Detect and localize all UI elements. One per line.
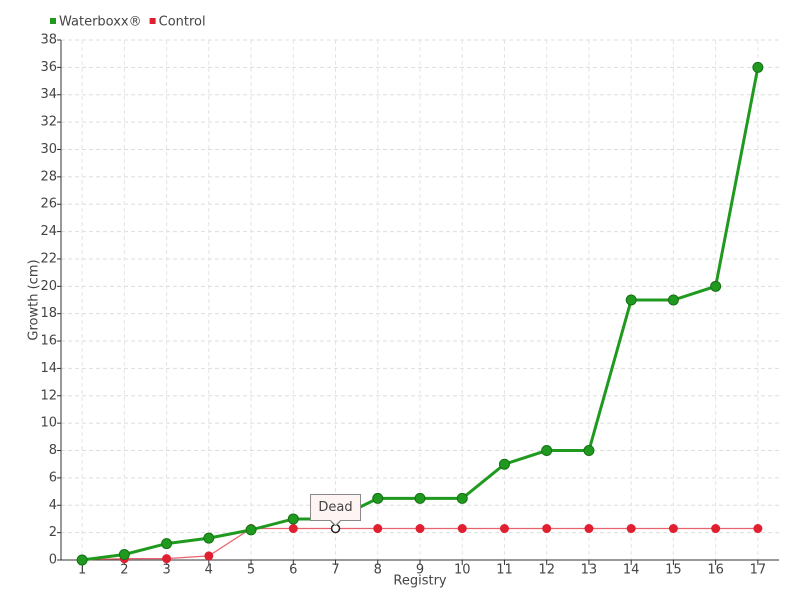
x-tick-label: 9 (416, 563, 424, 578)
data-point (245, 524, 257, 536)
data-point (162, 554, 172, 564)
x-tick-label: 2 (120, 563, 128, 578)
data-point (542, 524, 552, 534)
annotation: Dead (318, 500, 352, 515)
data-point (626, 524, 636, 534)
y-tick-label: 36 (40, 60, 57, 75)
data-point (625, 294, 637, 306)
data-point (161, 538, 173, 550)
y-tick-label: 10 (40, 416, 57, 431)
y-tick-label: 8 (49, 443, 57, 458)
data-point (456, 492, 468, 504)
x-tick-label: 16 (707, 563, 724, 578)
x-tick-label: 8 (374, 563, 382, 578)
y-tick-label: 2 (49, 525, 57, 540)
data-point (76, 554, 88, 566)
y-tick-label: 22 (40, 251, 57, 266)
y-axis-label: Growth (cm) (27, 259, 42, 340)
y-tick-label: 4 (49, 498, 57, 513)
legend-label: Waterboxx® (59, 15, 142, 30)
data-point (118, 549, 130, 561)
data-point (203, 532, 215, 544)
data-point (288, 524, 298, 534)
data-point (414, 492, 426, 504)
x-tick-label: 11 (496, 563, 513, 578)
data-point (457, 524, 467, 534)
y-tick-label: 28 (40, 169, 57, 184)
data-point (667, 294, 679, 306)
y-tick-label: 18 (40, 306, 57, 321)
y-tick-label: 14 (40, 361, 57, 376)
x-tick-label: 13 (581, 563, 598, 578)
data-point (711, 524, 721, 534)
x-tick-label: 7 (331, 563, 339, 578)
x-tick-label: 15 (665, 563, 682, 578)
data-point (498, 458, 510, 470)
y-tick-label: 0 (49, 553, 57, 568)
data-point (499, 524, 509, 534)
y-tick-label: 30 (40, 142, 57, 157)
y-tick-label: 16 (40, 334, 57, 349)
y-tick-label: 38 (40, 33, 57, 48)
x-tick-label: 1 (78, 563, 86, 578)
y-tick-label: 32 (40, 115, 57, 130)
x-tick-label: 10 (454, 563, 471, 578)
data-point (372, 492, 384, 504)
y-tick-label: 34 (40, 87, 57, 102)
legend-label: Control (159, 15, 206, 30)
x-tick-label: 12 (538, 563, 555, 578)
data-point (287, 513, 299, 525)
data-point (373, 524, 383, 534)
data-point (541, 445, 553, 457)
x-tick-label: 6 (289, 563, 297, 578)
data-point (668, 524, 678, 534)
y-tick-label: 6 (49, 470, 57, 485)
data-point (584, 524, 594, 534)
data-point (204, 551, 214, 561)
data-point (415, 524, 425, 534)
y-tick-label: 12 (40, 388, 57, 403)
x-tick-label: 5 (247, 563, 255, 578)
data-point (753, 524, 763, 534)
data-point (752, 61, 764, 73)
x-tick-label: 4 (205, 563, 213, 578)
x-tick-label: 17 (750, 563, 767, 578)
x-tick-label: 3 (162, 563, 170, 578)
annotation-box (310, 494, 362, 527)
y-tick-label: 26 (40, 197, 57, 212)
legend-swatch (50, 18, 56, 24)
data-point (583, 445, 595, 457)
legend-swatch (149, 18, 156, 24)
y-tick-label: 24 (40, 224, 57, 239)
x-axis-label: Registry (393, 574, 447, 589)
x-tick-label: 14 (623, 563, 640, 578)
data-point (710, 280, 722, 292)
y-tick-label: 20 (40, 279, 57, 294)
